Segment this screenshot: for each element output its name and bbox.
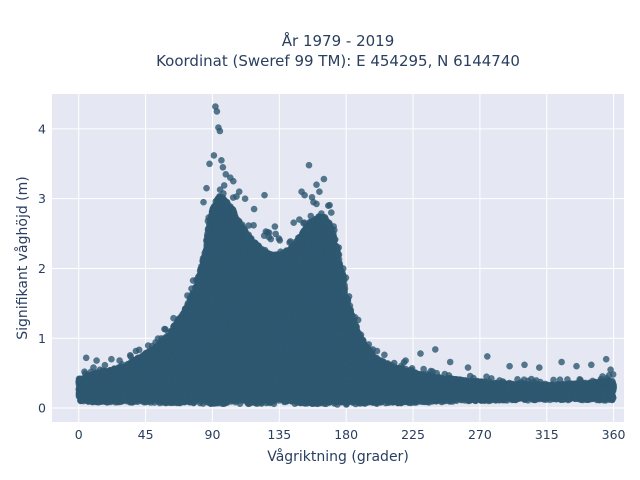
chart-title-line-1: År 1979 - 2019 (282, 31, 395, 50)
scatter-point (102, 362, 109, 369)
scatter-point (136, 347, 143, 354)
chart-title-line-2: Koordinat (Sweref 99 TM): E 454295, N 61… (156, 52, 520, 70)
